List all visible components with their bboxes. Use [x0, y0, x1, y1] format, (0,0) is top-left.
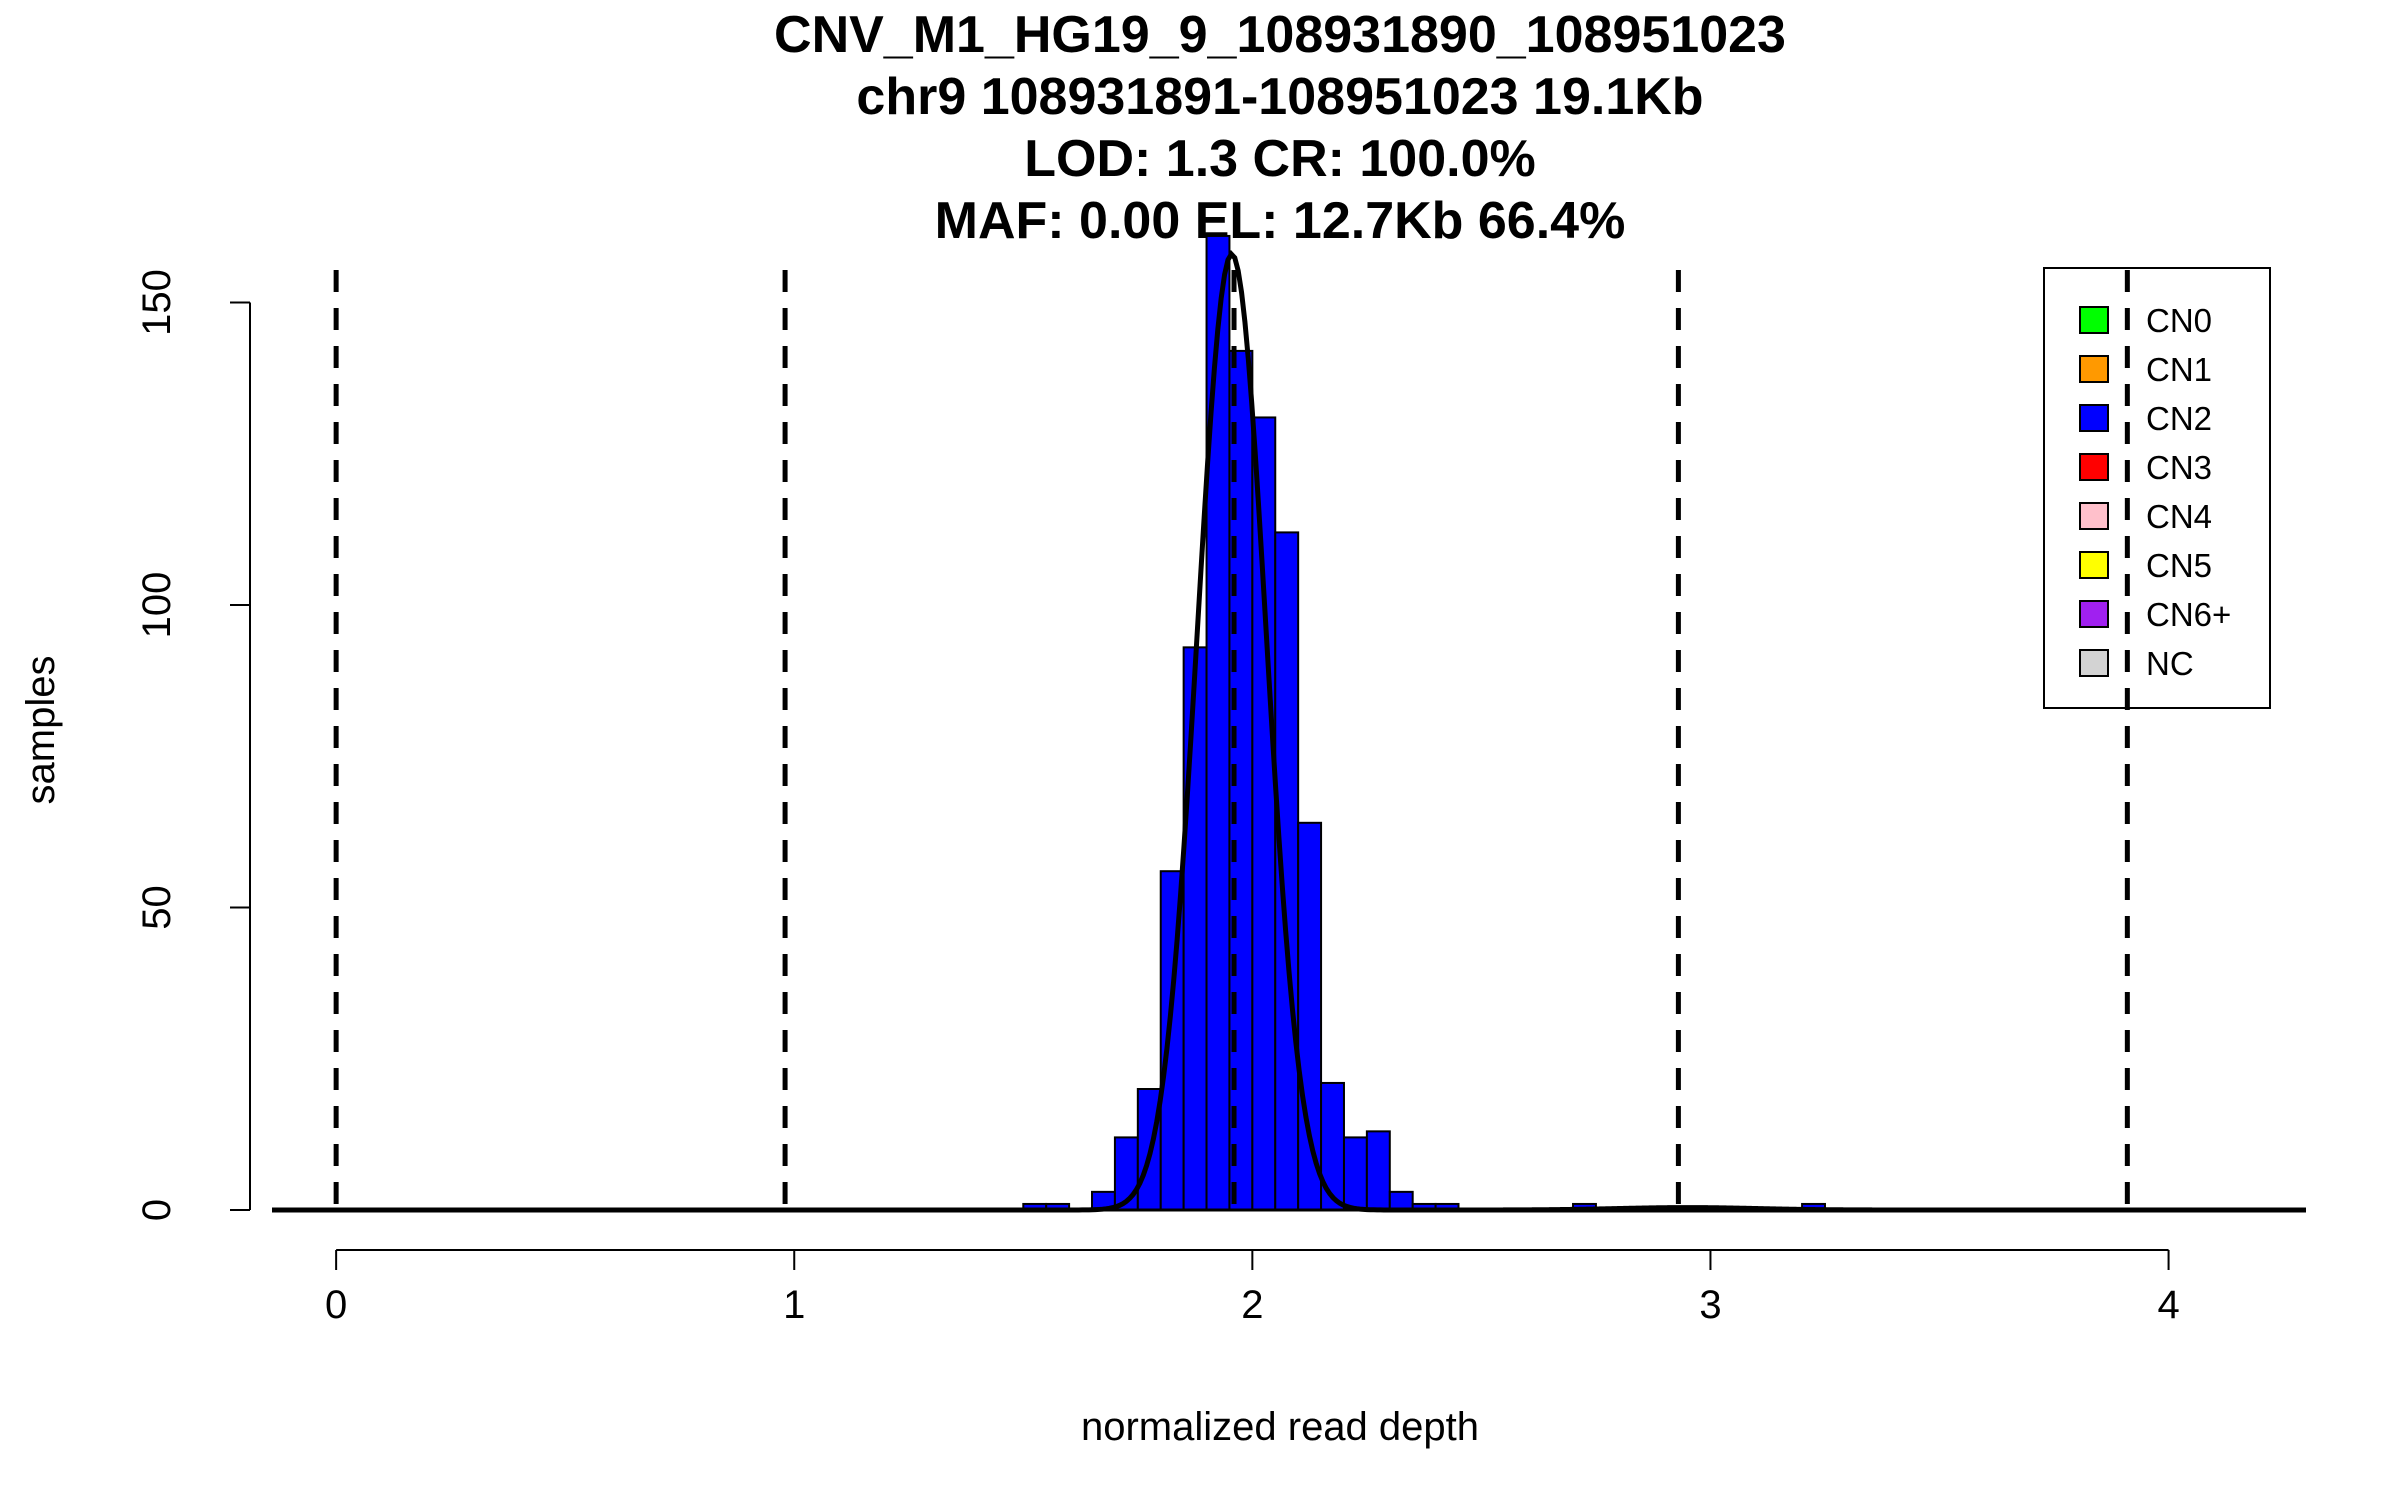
legend-swatch [2079, 502, 2109, 530]
chart-title: CNV_M1_HG19_9_108931890_108951023 chr9 1… [774, 6, 1786, 250]
y-tick-label: 50 [135, 885, 179, 930]
histogram-bars [1022, 234, 1826, 1212]
y-tick-label: 0 [135, 1199, 179, 1221]
histogram-bar [1205, 234, 1231, 1211]
y-axis-label: samples [19, 656, 63, 805]
legend-swatch [2079, 355, 2109, 383]
legend-label: CN1 [2146, 351, 2212, 388]
legend-box [2043, 267, 2271, 709]
y-tick-label: 150 [135, 269, 179, 336]
x-tick-label: 2 [1241, 1283, 1263, 1327]
x-axis-label: normalized read depth [1081, 1405, 1479, 1449]
legend-swatch [2079, 306, 2109, 334]
legend-swatch [2079, 551, 2109, 579]
legend-label: NC [2146, 645, 2194, 682]
legend-label: CN3 [2146, 449, 2212, 486]
title-line-2: chr9 108931891-108951023 19.1Kb [856, 68, 1703, 126]
legend-label: CN2 [2146, 400, 2212, 437]
x-tick-label: 1 [783, 1283, 805, 1327]
legend-swatch [2079, 404, 2109, 432]
y-axis: 0 50 100 150 [135, 269, 251, 1221]
legend-swatch [2079, 453, 2109, 481]
histogram-bar [1342, 1136, 1368, 1212]
y-tick-label: 100 [135, 572, 179, 639]
legend-swatch [2079, 600, 2109, 628]
legend-label: CN5 [2146, 547, 2212, 584]
copy-number-boundaries [333, 270, 2130, 1210]
title-line-1: CNV_M1_HG19_9_108931890_108951023 [774, 6, 1786, 64]
legend-label: CN4 [2146, 498, 2212, 535]
histogram-bar [1251, 416, 1277, 1211]
histogram-bar [1388, 1190, 1414, 1211]
histogram-bar [1274, 531, 1300, 1211]
histogram-bar [1182, 646, 1208, 1211]
x-axis: 0 1 2 3 4 [325, 1249, 2180, 1327]
x-tick-label: 0 [325, 1283, 347, 1327]
histogram-bar [1365, 1130, 1391, 1211]
title-line-4: MAF: 0.00 EL: 12.7Kb 66.4% [935, 192, 1626, 250]
histogram-bar [1297, 821, 1323, 1211]
histogram-bar [1320, 1081, 1345, 1211]
legend-label: CN0 [2146, 302, 2212, 339]
title-line-3: LOD: 1.3 CR: 100.0% [1024, 130, 1536, 188]
x-tick-label: 4 [2157, 1283, 2179, 1327]
legend-label: CN6+ [2146, 596, 2231, 633]
legend-swatch [2079, 649, 2109, 677]
x-tick-label: 3 [1699, 1283, 1721, 1327]
legend: CN0 CN1 CN2 CN3 CN4 CN5 CN6+ NC [2043, 267, 2271, 709]
